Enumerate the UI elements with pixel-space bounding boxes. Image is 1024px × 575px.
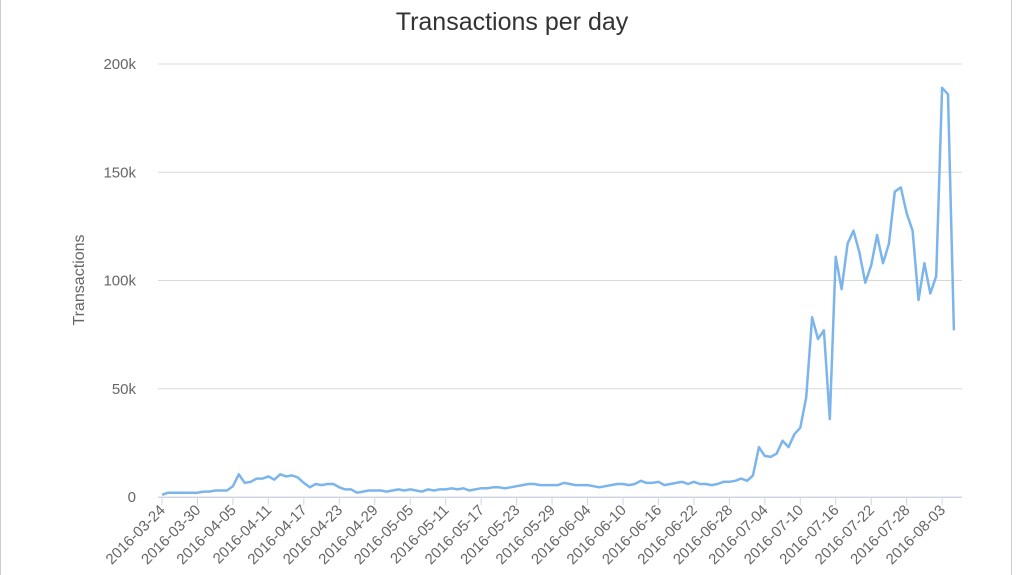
- data-line: [161, 86, 956, 496]
- y-tick-label: 0: [128, 489, 136, 506]
- y-tick-label: 100k: [103, 273, 136, 290]
- y-axis-label: Transactions: [71, 235, 88, 326]
- y-tick-label: 50k: [112, 381, 137, 398]
- y-tick-label: 150k: [103, 164, 136, 181]
- y-tick-label: 200k: [103, 56, 136, 73]
- chart-title: Transactions per day: [396, 8, 629, 36]
